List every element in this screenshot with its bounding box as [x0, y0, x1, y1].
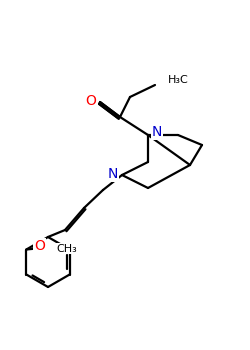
Text: O: O: [86, 94, 96, 108]
Text: N: N: [108, 167, 118, 181]
Text: H₃C: H₃C: [168, 75, 189, 85]
Text: CH₃: CH₃: [56, 244, 77, 253]
Text: N: N: [152, 125, 162, 139]
Text: O: O: [34, 239, 45, 253]
